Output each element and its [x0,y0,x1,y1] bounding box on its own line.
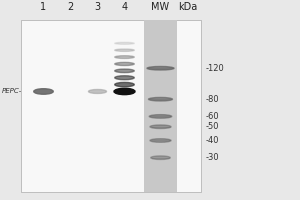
Ellipse shape [115,56,134,58]
Text: 2: 2 [68,2,74,12]
Ellipse shape [88,89,106,93]
Ellipse shape [115,49,134,51]
Ellipse shape [115,62,134,66]
Text: -30: -30 [206,153,219,162]
Text: -60: -60 [206,112,219,121]
Ellipse shape [149,115,172,118]
Text: 4: 4 [122,2,128,12]
Ellipse shape [34,89,53,94]
Ellipse shape [147,66,174,70]
Ellipse shape [151,156,170,159]
Ellipse shape [115,42,134,44]
Ellipse shape [150,139,171,142]
Text: -40: -40 [206,136,219,145]
FancyBboxPatch shape [21,20,201,192]
Text: -80: -80 [206,95,219,104]
Text: kDa: kDa [178,2,197,12]
Text: -50: -50 [206,122,219,131]
Ellipse shape [148,97,172,101]
Ellipse shape [115,69,134,73]
Ellipse shape [115,82,134,87]
Ellipse shape [115,76,134,80]
Text: 3: 3 [94,2,100,12]
Ellipse shape [114,88,135,95]
Text: 1: 1 [40,2,46,12]
Text: PEPC-: PEPC- [2,88,22,94]
FancyBboxPatch shape [144,20,177,192]
Text: -120: -120 [206,64,224,73]
Ellipse shape [150,125,171,129]
Text: MW: MW [152,2,169,12]
